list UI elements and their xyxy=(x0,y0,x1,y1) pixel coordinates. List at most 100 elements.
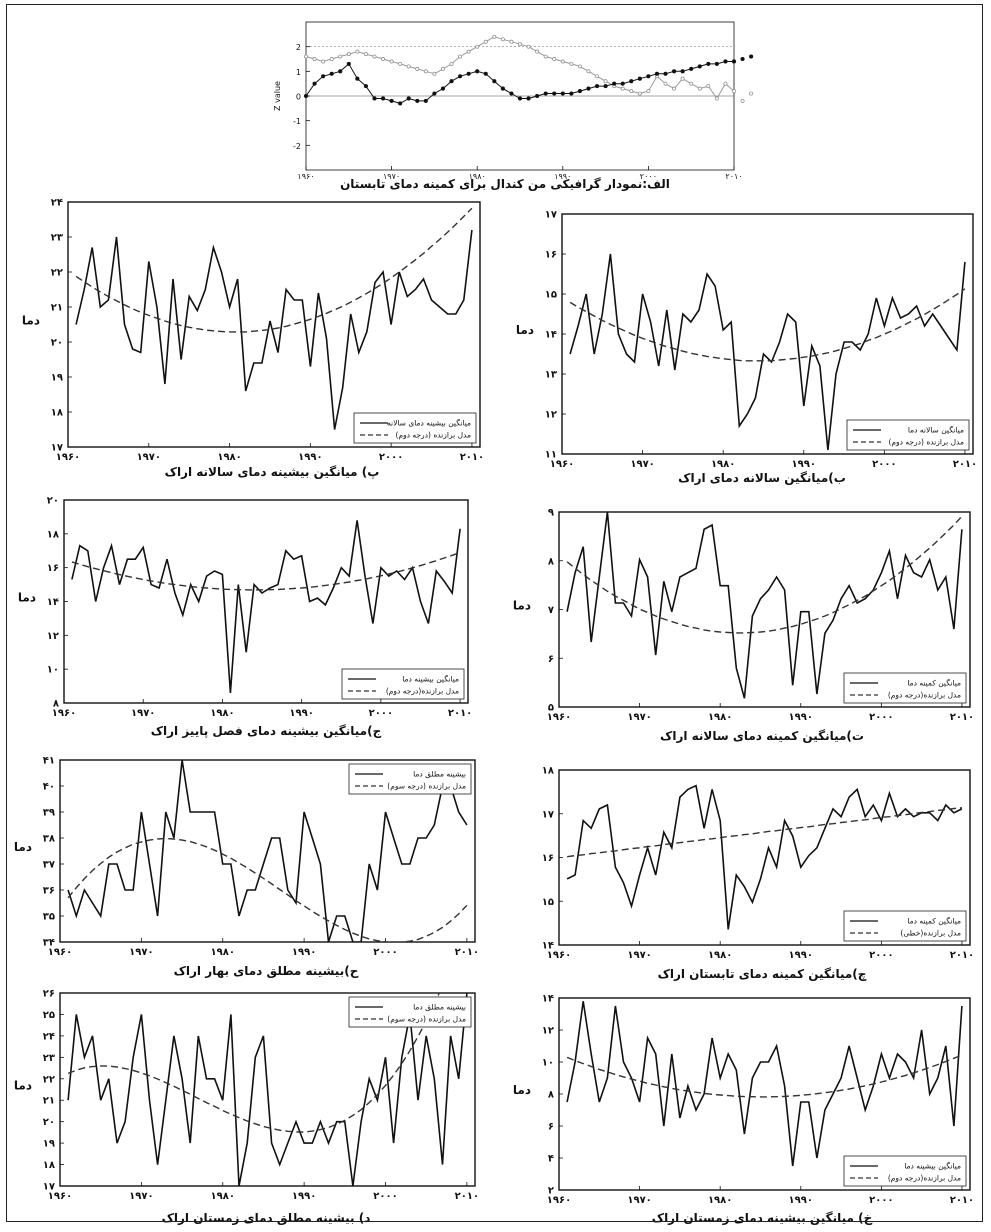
y-axis-label: Z value xyxy=(273,81,282,111)
x-tick-label: ۲۰۰۰ xyxy=(373,947,397,958)
data-point xyxy=(303,93,309,99)
x-tick-label: ۲۰۱۰ xyxy=(455,947,479,958)
x-tick-label: ۱۹۸۰ xyxy=(708,1195,732,1206)
data-point xyxy=(672,69,677,74)
data-point xyxy=(663,71,668,76)
series-fit-jim xyxy=(71,551,461,591)
y-tick-label: ۱۵ xyxy=(545,290,557,301)
data-point xyxy=(432,71,437,76)
y-tick-label: ۶ xyxy=(548,1122,554,1133)
y-tick-label: ۲۰ xyxy=(51,338,63,349)
y-tick-label: ۱۹ xyxy=(43,1139,55,1150)
x-tick-label: ۱۹۹۰ xyxy=(292,1191,316,1202)
x-tick-label: ۱۹۷۰ xyxy=(627,712,651,723)
y-tick-label: ۳۵ xyxy=(43,912,55,923)
x-tick-label: ۲۰۰۰ xyxy=(379,452,403,463)
data-point xyxy=(680,76,685,81)
series-observed-khe xyxy=(566,1001,963,1167)
x-tick-label: ۱۹۶۰ xyxy=(52,708,76,719)
y-tick-label: ۲۶ xyxy=(43,989,55,1000)
data-point xyxy=(398,101,403,106)
x-tick-label: ۱۹۸۰ xyxy=(711,459,735,470)
data-point xyxy=(372,54,377,59)
chart-be: ۱۹۶۰ ۱۹۷۰ ۱۹۸۰ ۱۹۹۰ ۲۰۰۰ ۲۰۱۰ ۱۷ ۱۶ ۱۵ ۱۴ ۱۳ ۱۲ ۱۱ دم… xyxy=(516,210,977,486)
y-tick-label: ۲۵ xyxy=(43,1010,55,1021)
plot-frame xyxy=(59,759,476,943)
x-tick-label: ۱۹۹۰ xyxy=(789,950,813,961)
legend-box xyxy=(846,419,970,451)
chart-caption: ب)میانگین سالانه دمای اراک xyxy=(678,471,846,485)
data-point xyxy=(338,69,343,74)
y-axis-label: دما xyxy=(513,1083,531,1097)
y-tick-label: ۴۰ xyxy=(43,782,55,793)
x-tick-label: ۱۹۸۰ xyxy=(217,452,241,463)
plot-frame xyxy=(59,992,476,1187)
x-tick-label: ۱۹۸۰ xyxy=(210,708,234,719)
x-tick-label: ۲۰۱۰ xyxy=(725,172,742,181)
x-tick-label: ۲۰۰۰ xyxy=(373,1191,397,1202)
x-tick-label: ۲۰۱۰ xyxy=(950,950,974,961)
data-point xyxy=(706,61,711,66)
data-point xyxy=(363,52,368,57)
data-point xyxy=(406,96,411,101)
x-tick-label: ۲۰۰۰ xyxy=(640,172,657,181)
data-point xyxy=(483,39,488,44)
data-point xyxy=(560,91,565,96)
x-tick-label: ۱۹۸۰ xyxy=(708,950,732,961)
legend-label-fit: مدل برازنده(درجه دوم) xyxy=(888,1174,961,1183)
data-point xyxy=(689,66,694,71)
legend-label-observed: میانگین کمینه دما xyxy=(907,679,961,688)
data-point xyxy=(697,64,702,69)
data-point xyxy=(475,44,480,49)
x-tick-label: ۲۰۰۰ xyxy=(369,708,393,719)
data-point xyxy=(543,91,548,96)
y-tick-label: ۱۰ xyxy=(47,665,59,676)
data-point xyxy=(663,81,668,86)
data-point xyxy=(346,61,351,66)
x-tick-label: ۲۰۰۰ xyxy=(869,712,893,723)
data-point xyxy=(595,74,599,79)
y-tick-label: ۳۷ xyxy=(43,860,55,871)
data-point xyxy=(749,54,754,59)
y-tick-label: ۱۸ xyxy=(51,408,63,419)
x-tick-label: ۱۹۷۰ xyxy=(129,947,153,958)
figure-frame xyxy=(6,4,983,1222)
data-point xyxy=(372,96,377,101)
y-tick-label: ۱۹ xyxy=(51,373,63,384)
data-point xyxy=(346,52,351,57)
data-point xyxy=(449,61,454,66)
data-point xyxy=(586,86,591,91)
y-tick-label: ۶ xyxy=(548,654,554,665)
x-tick-label: ۱۹۷۰ xyxy=(129,1191,153,1202)
y-tick-label: ۴ xyxy=(548,1154,554,1165)
x-tick-label: ۱۹۶۰ xyxy=(297,172,314,181)
data-point xyxy=(518,42,522,47)
x-tick-label: ۲۰۱۰ xyxy=(455,1191,479,1202)
x-tick-label: ۱۹۶۰ xyxy=(547,712,571,723)
y-tick-label: ۱۸ xyxy=(47,529,59,540)
x-tick-label: ۱۹۶۰ xyxy=(550,459,574,470)
data-point xyxy=(672,86,677,91)
data-point xyxy=(492,79,497,84)
y-axis-label: دما xyxy=(513,599,531,613)
y-tick-label: ۱۷ xyxy=(43,1182,55,1193)
data-point xyxy=(714,96,719,101)
data-point xyxy=(637,91,642,96)
series-fit-dal xyxy=(67,993,441,1133)
data-point xyxy=(509,39,514,44)
data-point xyxy=(620,81,625,86)
y-tick-label: ۱۵ xyxy=(542,897,554,908)
series-fit-te xyxy=(566,515,963,634)
y-tick-label: ۲۰ xyxy=(43,1117,55,1128)
series-fit-be xyxy=(569,288,966,362)
x-tick-label: ۱۹۸۰ xyxy=(211,1191,235,1202)
legend-label-fit: مدل برازنده (درجه دوم) xyxy=(395,431,471,440)
data-point xyxy=(500,86,505,91)
legend-box xyxy=(843,672,967,704)
data-point xyxy=(380,96,386,101)
data-point xyxy=(723,59,728,64)
y-tick-label: ۳۴ xyxy=(43,938,55,949)
data-point xyxy=(552,91,557,96)
x-tick-label: ۱۹۹۰ xyxy=(789,1195,813,1206)
